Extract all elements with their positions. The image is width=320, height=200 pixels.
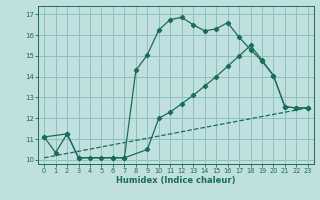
X-axis label: Humidex (Indice chaleur): Humidex (Indice chaleur): [116, 176, 236, 185]
